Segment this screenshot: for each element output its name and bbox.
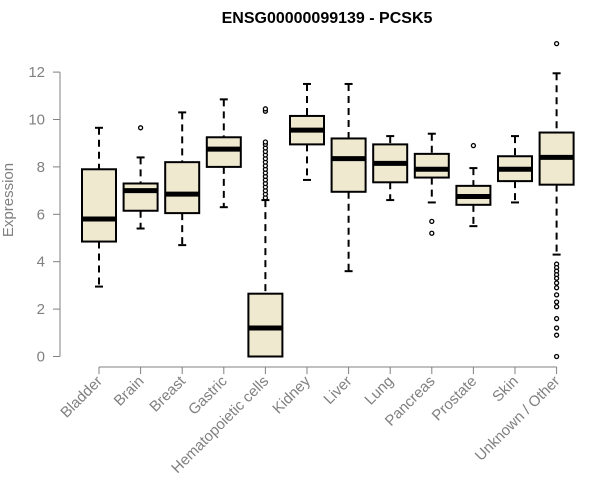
y-tick-label: 12 [28, 64, 45, 81]
outlier-point [553, 280, 560, 286]
y-axis: 0 2 4 6 8 10 12 [28, 64, 61, 366]
iqr-box [81, 168, 117, 243]
box-lung [372, 135, 409, 202]
y-tick-label: 6 [37, 206, 45, 223]
x-tick-label: Brain [111, 373, 148, 410]
box-hematopoietic-cells [247, 106, 284, 358]
iqr-box [205, 136, 242, 168]
outlier-point [553, 285, 560, 291]
outlier-point [553, 299, 560, 305]
chart-title: ENSG00000099139 - PCSK5 [222, 10, 433, 27]
outlier-point [553, 332, 560, 338]
box-unknown-other [538, 41, 575, 360]
outlier-point [429, 218, 435, 225]
outlier-point [553, 275, 560, 281]
x-tick-label: Skin [489, 373, 522, 406]
y-tick-label: 4 [37, 254, 45, 271]
outlier-point [553, 41, 560, 47]
y-tick-label: 0 [37, 349, 45, 366]
box-bladder [81, 126, 117, 288]
x-tick-label: Liver [320, 373, 355, 408]
outlier-point [262, 139, 269, 145]
outlier-point [553, 325, 560, 331]
y-axis-title: Expression [0, 163, 17, 237]
box-brain [122, 125, 159, 230]
outlier-point [470, 142, 477, 149]
x-tick-label: Prostate [429, 373, 481, 425]
box-breast [164, 111, 201, 247]
x-tick-label: Breast [146, 372, 189, 415]
x-tick-label: Bladder [57, 373, 106, 422]
box-kidney [289, 82, 325, 181]
outlier-point [429, 230, 435, 236]
x-tick-label: Lung [361, 373, 397, 409]
box-skin [497, 135, 533, 204]
y-tick-label: 2 [37, 301, 45, 318]
outlier-point [262, 106, 269, 112]
y-tick-label: 8 [37, 159, 45, 176]
boxes-layer [81, 41, 575, 360]
y-tick-label: 10 [28, 112, 45, 129]
box-liver [330, 82, 367, 273]
outlier-point [553, 292, 560, 298]
iqr-box [164, 161, 201, 215]
outlier-point [553, 315, 560, 322]
iqr-box [247, 292, 284, 358]
x-tick-label: Kidney [269, 372, 314, 417]
iqr-box [413, 152, 450, 179]
box-pancreas [413, 132, 450, 236]
box-prostate [455, 142, 492, 228]
outlier-point [137, 125, 144, 131]
outlier-point [553, 304, 560, 310]
iqr-box [122, 182, 159, 212]
iqr-box [330, 137, 367, 193]
box-gastric [205, 98, 242, 209]
outlier-point [553, 353, 560, 360]
